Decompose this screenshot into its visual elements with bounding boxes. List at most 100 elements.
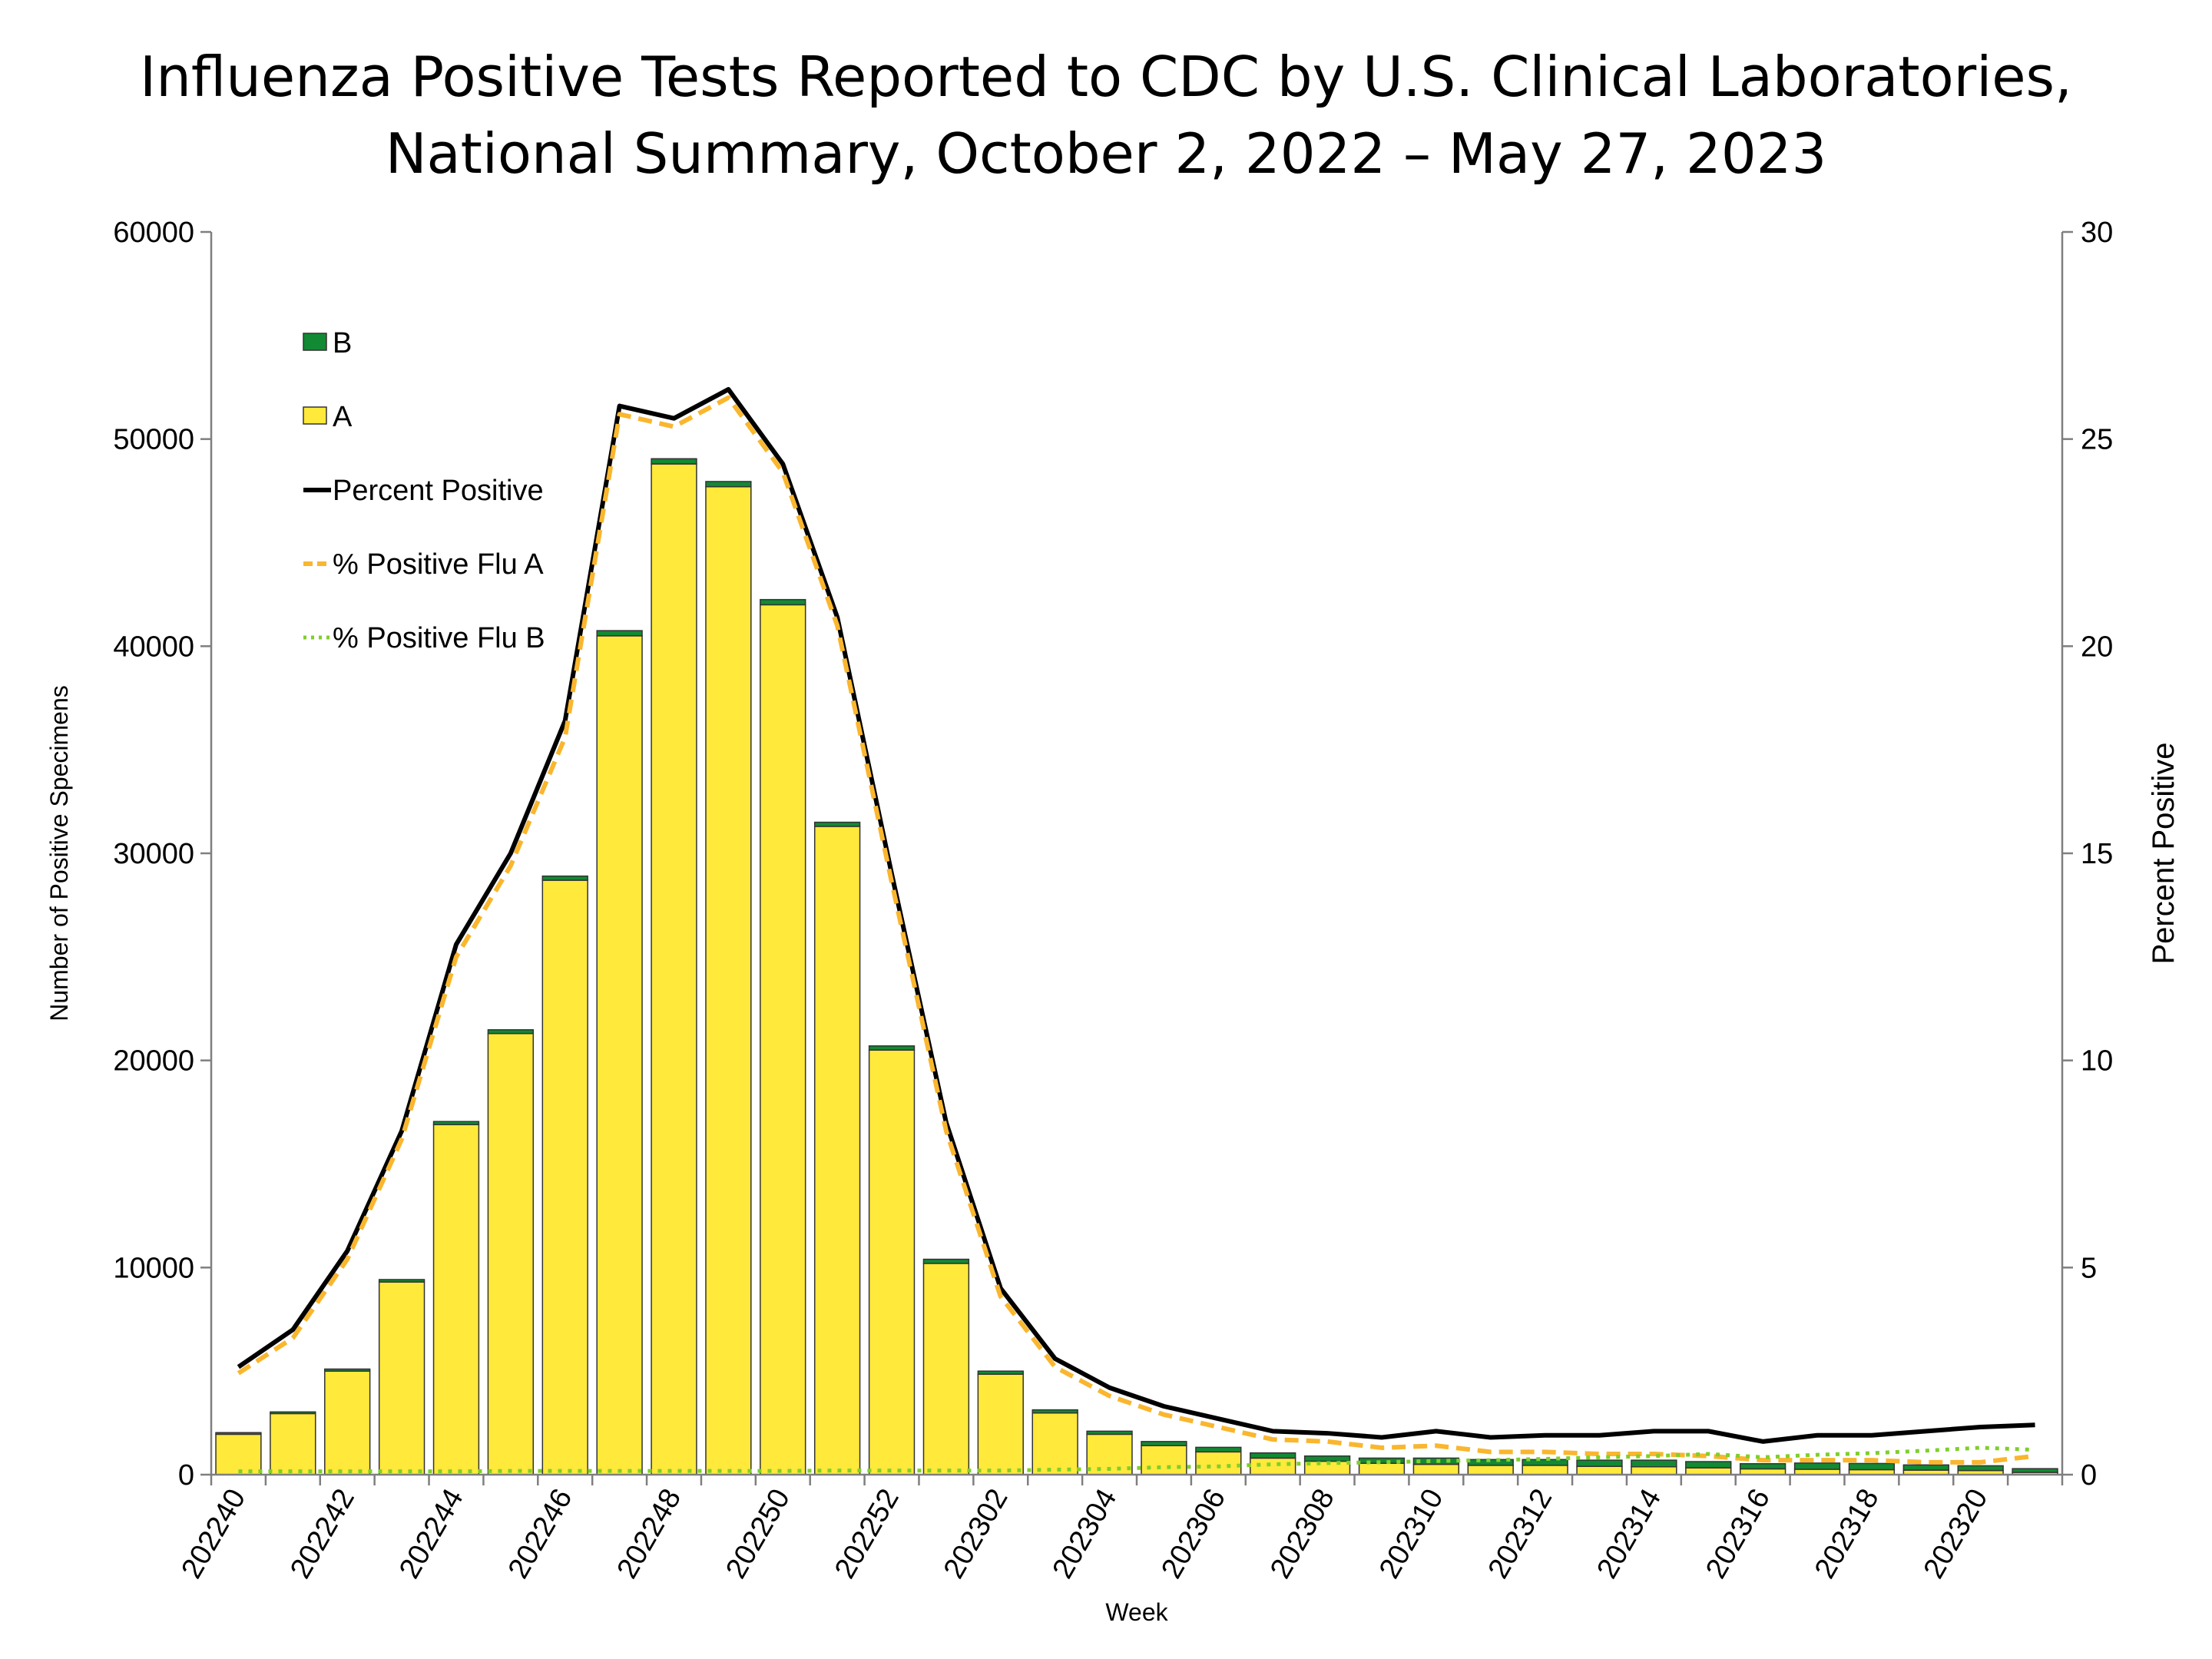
legend-label: B bbox=[333, 327, 352, 359]
legend-label: % Positive Flu B bbox=[333, 622, 545, 654]
bar-b bbox=[1086, 1430, 1133, 1435]
bar-a bbox=[813, 826, 861, 1475]
bar-b bbox=[1303, 1455, 1351, 1462]
bar-a bbox=[432, 1124, 480, 1475]
bar-b bbox=[1957, 1465, 2004, 1472]
bar-a bbox=[1522, 1465, 1568, 1475]
bar-b bbox=[541, 875, 588, 881]
bar-a bbox=[1195, 1451, 1242, 1475]
bar-b bbox=[1195, 1446, 1242, 1453]
bar-a bbox=[1685, 1467, 1732, 1475]
bar-a bbox=[1412, 1463, 1460, 1475]
bar-b bbox=[2012, 1468, 2058, 1473]
line-percent-positive bbox=[237, 386, 2035, 1444]
bar-a bbox=[705, 485, 752, 1475]
chart-title: Influenza Positive Tests Reported to CDC… bbox=[0, 38, 2212, 192]
legend-item-flu-b: % Positive Flu B bbox=[303, 622, 545, 654]
bar-b bbox=[1793, 1462, 1841, 1470]
bar-a bbox=[1576, 1465, 1623, 1475]
legend-swatch bbox=[303, 406, 327, 425]
bar-a bbox=[1141, 1445, 1187, 1475]
x-tick-label: 202242 bbox=[284, 1484, 361, 1584]
bar-b bbox=[1902, 1464, 1949, 1471]
x-tick-label: 202304 bbox=[1047, 1484, 1124, 1584]
legend-swatch bbox=[303, 333, 327, 351]
bar-b bbox=[1848, 1462, 1896, 1471]
y-left-tick-label: 30000 bbox=[113, 838, 194, 870]
bar-b bbox=[215, 1432, 262, 1435]
x-tick-label: 202240 bbox=[175, 1484, 252, 1584]
bar-a bbox=[215, 1433, 262, 1475]
legend-item-flu-a: % Positive Flu A bbox=[303, 548, 544, 581]
x-tick-label: 202306 bbox=[1155, 1484, 1232, 1584]
bar-a bbox=[651, 463, 697, 1475]
bar-b bbox=[596, 630, 643, 637]
x-tick-label: 202302 bbox=[938, 1484, 1015, 1584]
bar-b bbox=[270, 1411, 316, 1415]
y-left-axis-title: Number of Positive Specimens bbox=[45, 685, 73, 1022]
x-tick-label: 202308 bbox=[1264, 1484, 1341, 1584]
x-tick-label: 202244 bbox=[393, 1484, 470, 1584]
bar-b bbox=[760, 598, 806, 606]
bar-b bbox=[1576, 1459, 1623, 1467]
legend-item-b: B bbox=[303, 327, 352, 359]
bar-b bbox=[705, 481, 752, 488]
bar-b bbox=[1250, 1452, 1296, 1459]
legend-label: % Positive Flu A bbox=[333, 548, 544, 581]
bar-b bbox=[378, 1279, 426, 1283]
bar-b bbox=[487, 1029, 535, 1035]
x-tick-label: 202250 bbox=[720, 1484, 796, 1584]
bar-a bbox=[922, 1263, 970, 1475]
bar-b bbox=[1739, 1462, 1786, 1470]
y-left-tick-label: 60000 bbox=[113, 217, 194, 249]
bar-a bbox=[1031, 1412, 1078, 1475]
y-right-axis-title: Percent Positive bbox=[2147, 742, 2181, 964]
legend-item-percent-positive: Percent Positive bbox=[303, 475, 544, 507]
x-tick-label: 202246 bbox=[502, 1484, 579, 1584]
bar-b bbox=[651, 458, 697, 465]
bar-b bbox=[922, 1258, 970, 1264]
bar-b bbox=[324, 1368, 371, 1372]
bar-a bbox=[1467, 1465, 1514, 1475]
legend-item-a: A bbox=[303, 401, 353, 433]
line-positive-flu-a bbox=[237, 395, 2035, 1465]
legend: B A Percent Positive % Positive Flu A % Posi… bbox=[303, 327, 545, 654]
y-right-tick-label: 0 bbox=[2081, 1459, 2097, 1492]
x-tick-label: 202248 bbox=[611, 1484, 688, 1584]
bar-a bbox=[541, 879, 588, 1475]
bar-b bbox=[813, 821, 861, 827]
bar-b bbox=[1467, 1459, 1514, 1466]
lines-layer bbox=[237, 386, 2035, 1474]
bar-b bbox=[1685, 1461, 1732, 1469]
x-tick-label: 202252 bbox=[829, 1484, 906, 1584]
x-tick-label: 202310 bbox=[1373, 1484, 1450, 1584]
bar-b bbox=[1141, 1441, 1187, 1446]
y-right-tick-label: 20 bbox=[2081, 631, 2113, 663]
bar-a bbox=[977, 1373, 1024, 1475]
bar-b bbox=[432, 1121, 480, 1126]
x-tick-label: 202316 bbox=[1700, 1484, 1777, 1584]
bar-a bbox=[487, 1032, 535, 1475]
y-right-tick-label: 5 bbox=[2081, 1252, 2097, 1284]
x-tick-label: 202314 bbox=[1591, 1484, 1667, 1584]
y-left-tick-label: 20000 bbox=[113, 1045, 194, 1078]
legend-label: Percent Positive bbox=[333, 475, 544, 507]
x-axis-title: Week bbox=[1105, 1598, 1168, 1626]
y-right-tick-label: 25 bbox=[2081, 424, 2113, 456]
y-left-tick-label: 10000 bbox=[113, 1252, 194, 1284]
y-left-tick-label: 40000 bbox=[113, 631, 194, 663]
bar-a bbox=[596, 635, 643, 1475]
bar-a bbox=[324, 1370, 371, 1475]
y-right-tick-label: 10 bbox=[2081, 1045, 2113, 1078]
chart-title-line-1: Influenza Positive Tests Reported to CDC… bbox=[140, 45, 2072, 109]
legend-label: A bbox=[333, 401, 353, 433]
x-tick-label: 202312 bbox=[1482, 1484, 1559, 1584]
bar-a bbox=[760, 604, 806, 1475]
bar-a bbox=[1358, 1462, 1406, 1475]
bar-b bbox=[1522, 1459, 1568, 1466]
x-tick-label: 202318 bbox=[1809, 1484, 1886, 1584]
chart-title-line-2: National Summary, October 2, 2022 – May … bbox=[385, 121, 1827, 186]
bar-a bbox=[1631, 1466, 1677, 1475]
bar-a bbox=[868, 1049, 916, 1475]
